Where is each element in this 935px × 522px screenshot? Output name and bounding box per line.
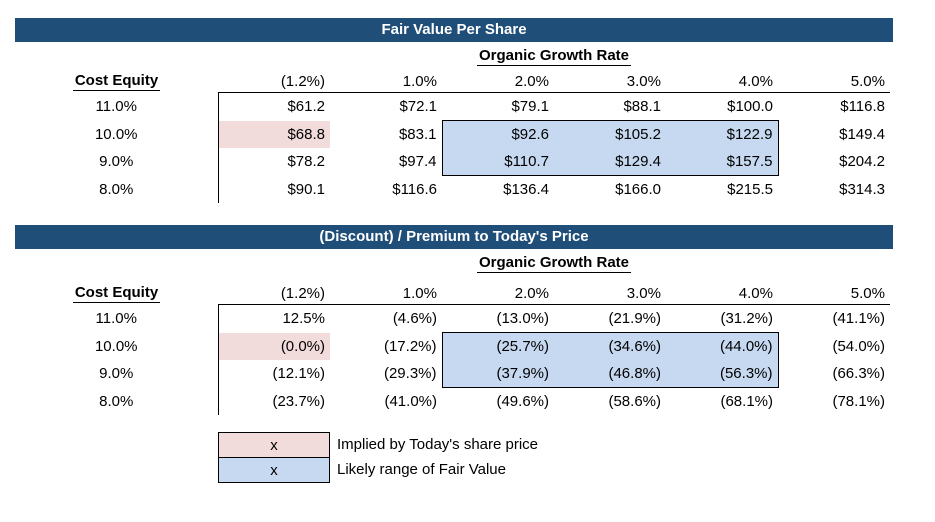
- value-cell[interactable]: $88.1: [554, 92, 666, 121]
- value-cell[interactable]: $100.0: [666, 92, 778, 121]
- row-label[interactable]: 10.0%: [94, 125, 138, 143]
- value-cell[interactable]: (29.3%): [383, 365, 437, 383]
- value-cell[interactable]: $92.6: [441, 120, 554, 148]
- value-cell[interactable]: $129.4: [554, 148, 666, 176]
- legend-row-implied: x Implied by Today's share price: [218, 432, 538, 458]
- value-cell[interactable]: (12.1%): [217, 360, 330, 388]
- value-cell[interactable]: $83.1: [398, 125, 437, 143]
- value-cell[interactable]: (17.2%): [383, 337, 437, 355]
- col-header-cell[interactable]: 1.0%: [402, 285, 437, 302]
- value-cell[interactable]: (68.1%): [720, 393, 773, 410]
- value-cell[interactable]: (31.2%): [666, 304, 778, 333]
- axis-label-organic-growth-1: Organic Growth Rate: [476, 47, 632, 66]
- legend-marker: x: [270, 436, 278, 454]
- col-header-cell[interactable]: 4.0%: [738, 285, 773, 302]
- value-cell[interactable]: $149.4: [839, 125, 885, 143]
- value-cell[interactable]: (49.6%): [496, 393, 549, 410]
- legend-label-likely-range: Likely range of Fair Value: [337, 461, 506, 478]
- value-cell[interactable]: $122.9: [666, 120, 779, 148]
- value-cell[interactable]: $61.2: [217, 92, 330, 121]
- value-cell[interactable]: $97.4: [398, 153, 437, 171]
- col-header-cell[interactable]: 4.0%: [738, 73, 773, 90]
- value-cell[interactable]: (0.0%): [217, 332, 330, 360]
- legend: x Implied by Today's share price x Likel…: [218, 432, 538, 483]
- cost-equity-label[interactable]: Cost Equity: [15, 278, 218, 305]
- legend-row-likely-range: x Likely range of Fair Value: [218, 457, 538, 483]
- value-cell[interactable]: $116.6: [392, 180, 437, 198]
- row-label[interactable]: 11.0%: [95, 98, 137, 115]
- value-cell[interactable]: $90.1: [217, 175, 330, 203]
- value-cell[interactable]: (25.7%): [441, 332, 554, 360]
- col-header-cell[interactable]: 5.0%: [850, 285, 885, 302]
- value-cell[interactable]: $215.5: [727, 181, 773, 198]
- value-cell[interactable]: (21.9%): [554, 304, 666, 333]
- value-cell[interactable]: $105.2: [554, 120, 666, 148]
- value-cell[interactable]: (41.0%): [384, 392, 437, 410]
- value-cell[interactable]: (4.6%): [330, 304, 442, 333]
- value-cell[interactable]: (56.3%): [666, 360, 779, 388]
- col-header-cell[interactable]: (1.2%): [280, 73, 325, 90]
- value-cell[interactable]: (23.7%): [217, 387, 330, 415]
- legend-swatch-pink[interactable]: x: [218, 432, 330, 458]
- col-header-cell[interactable]: (1.2%): [280, 285, 325, 302]
- value-cell[interactable]: (44.0%): [666, 332, 779, 360]
- value-cell[interactable]: $79.1: [442, 92, 554, 121]
- value-cell[interactable]: $166.0: [615, 181, 661, 198]
- col-header-cell[interactable]: 2.0%: [514, 285, 549, 302]
- value-cell[interactable]: (41.1%): [778, 304, 890, 333]
- value-cell[interactable]: (46.8%): [554, 360, 666, 388]
- discount-premium-title: (Discount) / Premium to Today's Price: [319, 228, 589, 245]
- row-label[interactable]: 9.0%: [99, 153, 134, 171]
- row-label[interactable]: 8.0%: [99, 180, 134, 198]
- discount-premium-title-bar: (Discount) / Premium to Today's Price: [15, 225, 893, 249]
- cost-equity-text: Cost Equity: [72, 283, 161, 303]
- fair-value-table: Cost Equity (1.2%) 1.0% 2.0% 3.0% 4.0% 5.0% 11.…: [15, 66, 890, 203]
- value-cell[interactable]: (66.3%): [832, 365, 885, 383]
- value-cell[interactable]: (13.0%): [442, 304, 554, 333]
- value-cell[interactable]: $68.8: [217, 120, 330, 148]
- value-cell[interactable]: (37.9%): [441, 360, 554, 388]
- value-cell[interactable]: $110.7: [441, 148, 554, 176]
- legend-swatch-blue[interactable]: x: [218, 457, 330, 483]
- value-cell[interactable]: $78.2: [217, 148, 330, 176]
- col-header-cell[interactable]: 3.0%: [626, 285, 661, 302]
- row-label[interactable]: 10.0%: [94, 337, 138, 355]
- value-cell[interactable]: $72.1: [330, 92, 442, 121]
- fair-value-title-bar: Fair Value Per Share: [15, 18, 893, 42]
- value-cell[interactable]: $157.5: [666, 148, 779, 176]
- legend-label-implied: Implied by Today's share price: [337, 436, 539, 453]
- row-label[interactable]: 11.0%: [95, 310, 137, 327]
- cost-equity-label[interactable]: Cost Equity: [15, 66, 218, 93]
- cost-equity-text: Cost Equity: [72, 71, 161, 91]
- col-header-cell[interactable]: 1.0%: [402, 73, 437, 90]
- col-header-cell[interactable]: 2.0%: [514, 73, 549, 90]
- col-header-cell[interactable]: 3.0%: [626, 73, 661, 90]
- axis-label-organic-growth-2: Organic Growth Rate: [476, 254, 632, 273]
- legend-marker: x: [270, 461, 278, 479]
- row-label[interactable]: 8.0%: [99, 392, 134, 410]
- value-cell[interactable]: (54.0%): [832, 337, 885, 355]
- value-cell[interactable]: (34.6%): [554, 332, 666, 360]
- value-cell[interactable]: (58.6%): [608, 393, 661, 410]
- fair-value-title: Fair Value Per Share: [381, 21, 527, 38]
- value-cell[interactable]: (78.1%): [832, 392, 885, 410]
- value-cell[interactable]: 12.5%: [217, 304, 330, 333]
- value-cell[interactable]: $136.4: [503, 181, 549, 198]
- row-label[interactable]: 9.0%: [99, 365, 134, 383]
- discount-premium-table: Cost Equity (1.2%) 1.0% 2.0% 3.0% 4.0% 5.0% 11.…: [15, 278, 890, 415]
- value-cell[interactable]: $116.8: [778, 92, 890, 121]
- col-header-cell[interactable]: 5.0%: [850, 73, 885, 90]
- value-cell[interactable]: $314.3: [839, 180, 885, 198]
- value-cell[interactable]: $204.2: [839, 153, 885, 171]
